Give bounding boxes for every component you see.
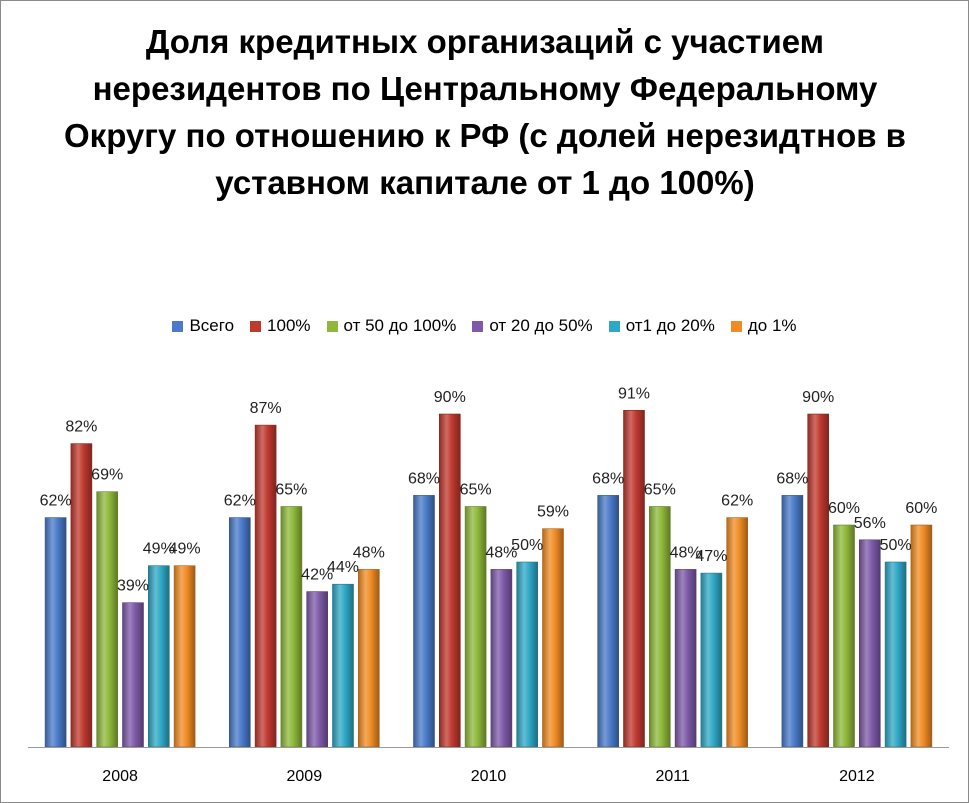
bar-2011-series-1 [623, 409, 645, 748]
value-label: 68% [592, 470, 624, 487]
bar-2010-series-5 [542, 528, 564, 748]
legend-item-vsego: Всего [172, 316, 234, 336]
bar-2010-series-0 [413, 495, 435, 748]
value-labels-group: 62%82%69%39%49%49%62%87%65%42%44%48%68%9… [40, 385, 938, 594]
bar-2011-series-4 [700, 572, 723, 748]
value-label: 49% [169, 541, 201, 558]
bar-2012-series-5 [910, 524, 933, 748]
value-label: 60% [828, 500, 860, 517]
bar-2009-series-1 [254, 424, 277, 748]
bar-2012-series-2 [833, 524, 855, 748]
bar-2009-series-3 [306, 591, 329, 748]
value-label: 62% [224, 493, 256, 510]
bar-2011-series-3 [674, 569, 697, 748]
x-tick-label: 2009 [287, 768, 323, 785]
value-label: 48% [485, 544, 517, 561]
bar-2010-series-3 [490, 569, 513, 748]
value-label: 69% [91, 467, 123, 484]
legend-swatch [472, 320, 484, 332]
value-label: 62% [40, 493, 72, 510]
legend-item-100: 100% [250, 316, 311, 336]
value-label: 48% [670, 544, 702, 561]
value-label: 59% [537, 504, 569, 521]
chart-legend: Всего 100% от 50 до 100% от 20 до 50% от… [0, 314, 969, 338]
value-label: 68% [776, 470, 808, 487]
legend-swatch [250, 320, 262, 332]
legend-label: 100% [267, 316, 311, 335]
value-label: 47% [695, 548, 727, 565]
bar-2009-series-5 [357, 569, 380, 748]
bar-2010-series-2 [464, 506, 487, 748]
bar-2008-series-2 [96, 491, 118, 748]
bar-2009-series-0 [229, 517, 251, 748]
bar-2009-series-2 [280, 506, 303, 748]
legend-item-50-100: от 50 до 100% [326, 316, 457, 336]
legend-item-1-20: от1 до 20% [608, 316, 715, 336]
value-label: 65% [460, 482, 492, 499]
value-label: 50% [511, 537, 543, 554]
legend-label: от 20 до 50% [489, 316, 593, 335]
bar-2010-series-1 [438, 413, 461, 748]
legend-label: до 1% [747, 316, 797, 335]
legend-swatch [608, 320, 620, 332]
x-tick-label: 2012 [839, 768, 875, 785]
x-tick-labels-group: 2008 2009 2010 2011 2012 [102, 768, 874, 785]
legend-label: от 50 до 100% [343, 316, 457, 335]
value-label: 91% [618, 385, 650, 402]
value-label: 56% [854, 515, 886, 532]
bar-2009-series-4 [332, 583, 354, 748]
value-label: 90% [802, 389, 834, 406]
bar-2008-series-4 [148, 565, 170, 748]
bar-2008-series-3 [122, 602, 144, 748]
bar-2011-series-0 [597, 495, 620, 748]
bars-group [44, 409, 933, 748]
bar-2012-series-4 [884, 561, 907, 748]
x-tick-label: 2010 [471, 768, 507, 785]
value-label: 68% [408, 470, 440, 487]
value-label: 60% [905, 500, 937, 517]
legend-swatch [172, 320, 184, 332]
value-label: 87% [250, 400, 282, 417]
bar-2011-series-2 [648, 506, 671, 748]
value-label: 65% [275, 482, 307, 499]
bar-2008-series-5 [173, 565, 196, 748]
legend-label: от1 до 20% [625, 316, 715, 335]
legend-item-do-1: до 1% [730, 316, 797, 336]
legend-swatch [326, 320, 338, 332]
value-label: 65% [644, 482, 676, 499]
x-tick-label: 2011 [655, 768, 690, 785]
value-label: 62% [721, 493, 753, 510]
chart-title: Доля кредитных организаций с участием не… [64, 23, 906, 201]
value-label: 50% [880, 537, 912, 554]
value-label: 39% [117, 578, 149, 595]
bar-2012-series-0 [781, 495, 804, 748]
value-label: 48% [353, 544, 385, 561]
legend-item-20-50: от 20 до 50% [472, 316, 593, 336]
value-label: 42% [301, 567, 333, 584]
value-label: 82% [65, 419, 97, 436]
legend-swatch [730, 320, 742, 332]
bar-2008-series-0 [44, 517, 67, 748]
bar-2010-series-4 [516, 561, 539, 748]
bar-2012-series-3 [858, 539, 881, 748]
bar-2012-series-1 [807, 413, 830, 748]
value-label: 44% [327, 559, 359, 576]
value-label: 49% [143, 541, 175, 558]
bar-2008-series-1 [70, 443, 93, 748]
legend-label: Всего [189, 316, 235, 335]
x-tick-label: 2008 [102, 768, 138, 785]
value-label: 90% [434, 389, 466, 406]
bar-2011-series-5 [726, 517, 749, 748]
